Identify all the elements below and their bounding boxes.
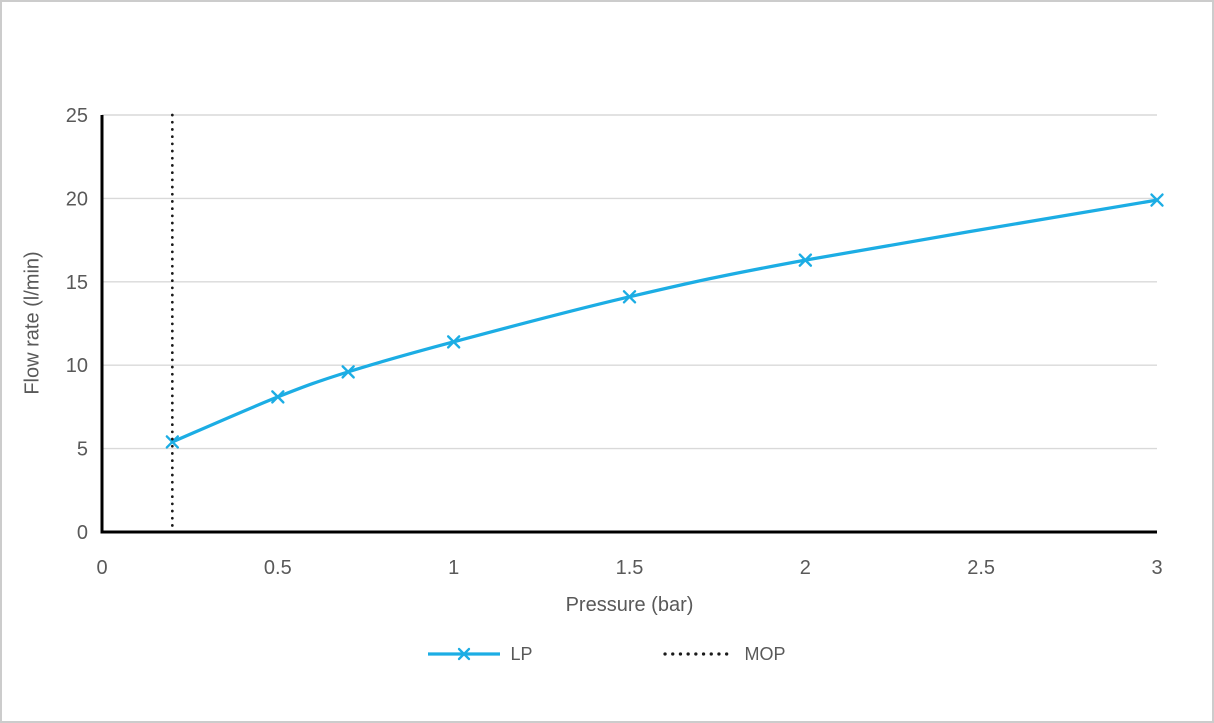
legend-label-mop: MOP (744, 643, 786, 664)
y-tick-label: 20 (66, 188, 88, 210)
x-tick-label: 0.5 (264, 557, 292, 579)
legend-label-lp: LP (510, 643, 533, 664)
x-tick-label: 2.5 (967, 557, 995, 579)
y-tick-label: 10 (66, 355, 88, 377)
lp-line-swatch-icon (426, 646, 503, 662)
y-tick-label: 25 (66, 105, 88, 127)
legend: LP MOP (2, 640, 1212, 668)
y-axis-title: Flow rate (l/min) (21, 251, 44, 395)
x-axis-title: Pressure (bar) (565, 594, 694, 616)
x-tick-label: 0 (96, 557, 107, 579)
legend-item-mop: MOP (662, 643, 786, 665)
x-tick-label: 3 (1151, 557, 1162, 579)
mop-dotted-line-swatch-icon (662, 646, 735, 662)
legend-item-lp: LP (426, 643, 533, 665)
x-tick-label: 1 (448, 557, 459, 579)
y-tick-label: 5 (77, 439, 88, 461)
lp-series-line (170, 198, 1159, 444)
x-tick-label: 1.5 (616, 557, 644, 579)
y-tick-label: 0 (77, 522, 88, 544)
y-tick-label: 15 (66, 272, 88, 294)
x-tick-label: 2 (800, 557, 811, 579)
